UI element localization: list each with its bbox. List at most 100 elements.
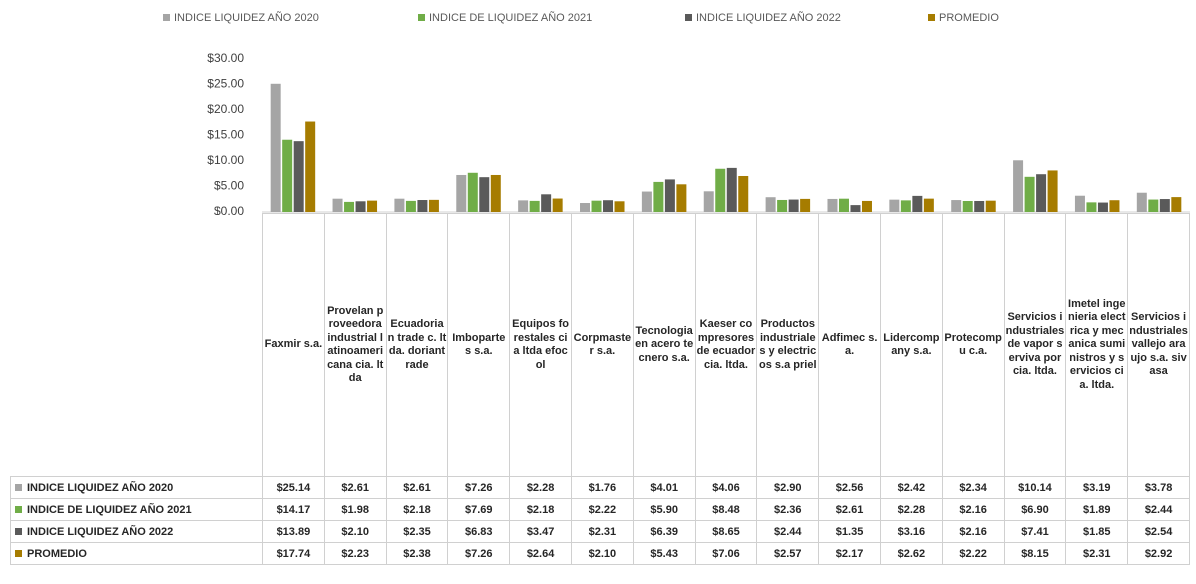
value-cell: $7.26 [447, 476, 511, 499]
value-cell: $17.74 [262, 542, 325, 565]
bar [552, 198, 563, 212]
value-cell: $1.98 [323, 498, 387, 521]
value-cell: $2.28 [509, 476, 572, 499]
category-label: Corpmaster s.a. [570, 213, 634, 477]
bar [355, 201, 366, 212]
value-cell: $2.31 [1065, 542, 1129, 565]
category-label: Lidercompany s.a. [879, 213, 943, 477]
bar [305, 121, 316, 212]
y-tick-label: $5.00 [214, 179, 244, 193]
bar [1024, 176, 1035, 212]
value-cell: $2.64 [509, 542, 572, 565]
category-label: Kaeser compresores de ecuador cia. ltda. [694, 213, 758, 477]
legend-label: PROMEDIO [939, 12, 999, 24]
value-cell: $4.06 [694, 476, 758, 499]
value-cell: $2.56 [818, 476, 881, 499]
bar [1086, 202, 1097, 212]
category-label: Servicios industriales vallejo araujo s.… [1127, 213, 1190, 477]
legend-label: INDICE DE LIQUIDEZ AÑO 2021 [429, 11, 592, 24]
value-cell: $3.47 [509, 520, 572, 543]
value-cell: $5.43 [632, 542, 696, 565]
bar [765, 197, 776, 212]
bar [1171, 197, 1182, 212]
bar [788, 199, 799, 212]
value-cell: $6.39 [632, 520, 696, 543]
bar [405, 200, 416, 212]
value-cell: $5.90 [632, 498, 696, 521]
bar [417, 200, 428, 212]
value-cell: $2.90 [756, 476, 820, 499]
legend-key [15, 527, 22, 535]
value-cell: $1.85 [1065, 520, 1129, 543]
series-row: INDICE LIQUIDEZ AÑO 2022 $13.89 $2.10 $2.35… [10, 520, 1190, 543]
value-cell: $10.14 [1003, 476, 1067, 499]
bar [962, 200, 973, 212]
bar [367, 200, 378, 212]
bar [1074, 195, 1085, 212]
value-cell: $2.28 [879, 498, 943, 521]
y-tick-label: $10.00 [207, 153, 244, 167]
legend-label: INDICE LIQUIDEZ AÑO 2020 [174, 11, 319, 24]
bar [676, 184, 687, 212]
value-cell: $2.22 [941, 542, 1005, 565]
data-table: Faxmir s.a. Provelan proveedora industria… [10, 213, 1190, 565]
value-cell: $3.16 [879, 520, 943, 543]
bar [703, 191, 714, 212]
value-cell: $1.76 [570, 476, 634, 499]
bar [282, 139, 293, 212]
value-cell: $8.15 [1003, 542, 1067, 565]
value-cell: $4.01 [632, 476, 696, 499]
value-cell: $2.16 [941, 520, 1005, 543]
value-cell: $2.61 [385, 476, 449, 499]
bar [344, 201, 355, 212]
bar [293, 141, 304, 212]
value-cell: $2.54 [1127, 520, 1190, 543]
bar [614, 201, 625, 212]
bar [603, 200, 614, 212]
value-cell: $2.62 [879, 542, 943, 565]
series-label: INDICE DE LIQUIDEZ AÑO 2021 [27, 503, 192, 516]
legend-key [163, 14, 170, 21]
value-cell: $6.83 [447, 520, 511, 543]
bar [653, 181, 664, 212]
bar [951, 200, 962, 212]
value-cell: $2.31 [570, 520, 634, 543]
category-label: Equipos forestales cia ltda efocol [509, 213, 572, 477]
y-tick-label: $0.00 [214, 204, 244, 215]
bar [738, 175, 749, 212]
series-row: INDICE LIQUIDEZ AÑO 2020 $25.14 $2.61 $2.61… [10, 476, 1190, 499]
value-cell: $7.06 [694, 542, 758, 565]
value-cell: $8.65 [694, 520, 758, 543]
legend-key [15, 483, 22, 491]
value-cell: $8.48 [694, 498, 758, 521]
value-cell: $2.18 [385, 498, 449, 521]
value-cell: $13.89 [262, 520, 325, 543]
bar [518, 200, 529, 212]
bar [800, 198, 811, 212]
value-cell: $2.92 [1127, 542, 1190, 565]
bar [479, 177, 490, 212]
category-label: Productos industriales y electricos s.a … [756, 213, 820, 477]
bar [923, 198, 934, 212]
value-cell: $2.34 [941, 476, 1005, 499]
category-row: Faxmir s.a. Provelan proveedora industria… [11, 213, 1190, 477]
value-cell: $2.18 [509, 498, 572, 521]
bar [974, 200, 985, 212]
value-cell: $14.17 [262, 498, 325, 521]
value-cell: $2.44 [756, 520, 820, 543]
bar [467, 172, 478, 212]
legend-key [15, 505, 22, 513]
value-cell: $2.16 [941, 498, 1005, 521]
series-label: INDICE LIQUIDEZ AÑO 2020 [27, 481, 174, 494]
bar [889, 199, 900, 212]
y-tick-label: $30.00 [207, 51, 244, 65]
series-label: PROMEDIO [27, 547, 87, 560]
bar [591, 200, 602, 212]
legend-label: INDICE LIQUIDEZ AÑO 2022 [696, 11, 841, 24]
category-label: Adfimec s.a. [818, 213, 881, 477]
bar [1159, 199, 1170, 212]
y-tick-label: $15.00 [207, 128, 244, 142]
bar [490, 174, 501, 212]
bar [726, 167, 737, 212]
value-cell: $2.44 [1127, 498, 1190, 521]
